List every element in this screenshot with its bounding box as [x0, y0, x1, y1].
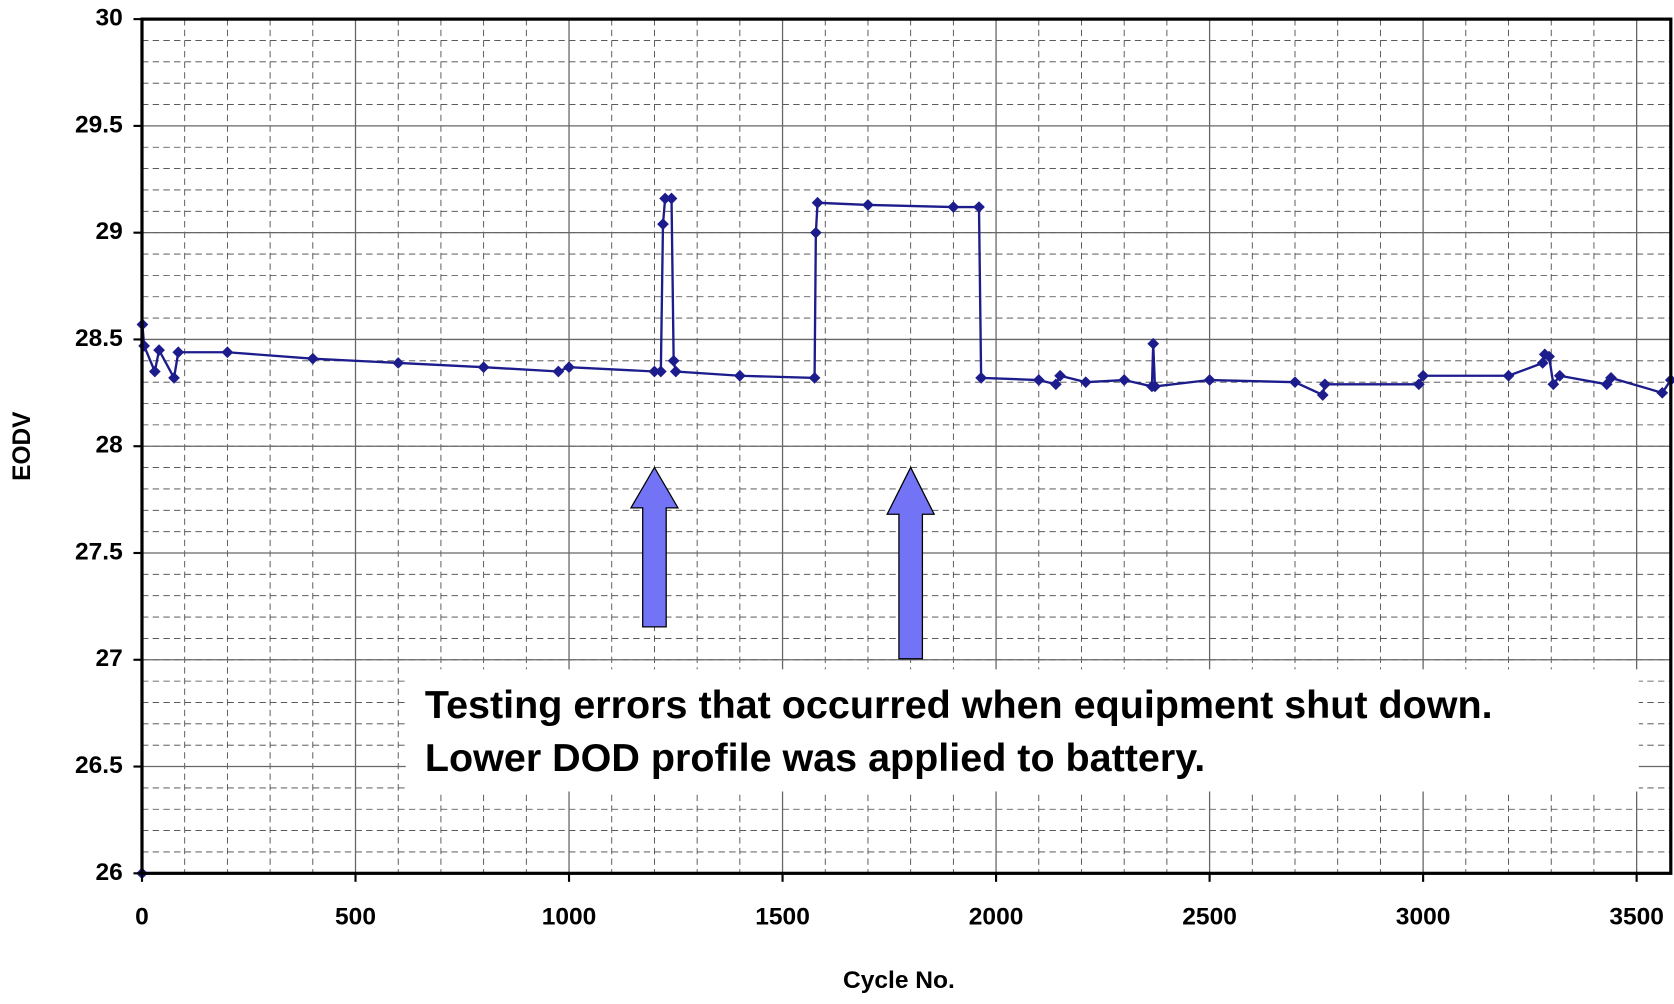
marker — [148, 365, 161, 378]
marker — [665, 192, 678, 205]
marker — [809, 226, 822, 239]
marker — [1118, 374, 1131, 386]
y-tick-label: 26.5 — [75, 752, 123, 779]
x-tick-label: 3000 — [1396, 903, 1451, 930]
marker — [153, 344, 165, 356]
marker — [138, 340, 150, 352]
x-tick-label: 2500 — [1182, 903, 1237, 930]
marker — [657, 218, 669, 230]
y-axis-label: EODV — [9, 411, 36, 481]
marker — [1543, 350, 1555, 363]
annotation: Testing errors that occurred when equipm… — [425, 683, 1493, 727]
x-tick-label: 3500 — [1609, 903, 1664, 930]
marker — [1032, 374, 1045, 386]
annotation: Lower DOD profile was applied to battery… — [425, 736, 1205, 780]
marker — [862, 199, 874, 211]
marker — [477, 361, 490, 374]
y-tick-label: 26 — [95, 859, 122, 886]
marker — [975, 372, 987, 384]
x-tick-label: 0 — [135, 903, 149, 930]
marker — [667, 354, 680, 367]
y-tick-label: 30 — [95, 5, 122, 32]
marker — [392, 357, 405, 369]
y-tick-label: 28 — [95, 432, 122, 459]
marker — [654, 365, 667, 378]
marker — [1054, 369, 1067, 382]
marker — [1502, 369, 1515, 382]
annotation-box — [405, 669, 1639, 792]
series-line — [140, 197, 1672, 874]
y-tick-label: 28.5 — [75, 325, 123, 352]
marker — [808, 372, 821, 384]
y-tick-label: 27 — [95, 645, 122, 672]
arrow — [629, 466, 680, 628]
marker — [1547, 378, 1560, 391]
marker — [172, 346, 185, 359]
marker — [1149, 380, 1161, 393]
x-tick-label: 2000 — [969, 903, 1024, 930]
marker — [669, 365, 682, 378]
marker — [1412, 378, 1425, 391]
marker — [221, 346, 234, 359]
marker — [1319, 378, 1331, 391]
marker — [1203, 374, 1216, 386]
y-tick-label: 29 — [95, 218, 122, 245]
arrow — [886, 466, 936, 660]
marker — [659, 192, 671, 205]
marker — [973, 201, 985, 213]
marker — [1079, 376, 1092, 389]
marker — [1656, 386, 1669, 399]
x-tick-label: 1000 — [542, 903, 597, 930]
x-tick-label: 1500 — [755, 903, 810, 930]
marker — [733, 369, 746, 382]
marker — [306, 352, 319, 365]
marker — [552, 365, 565, 378]
x-axis-label: Cycle No. — [843, 967, 955, 994]
marker — [1553, 369, 1566, 382]
marker — [1417, 369, 1429, 382]
marker — [1316, 389, 1329, 401]
marker — [1049, 378, 1062, 391]
marker — [563, 361, 575, 374]
marker — [811, 196, 824, 209]
y-tick-label: 27.5 — [75, 539, 123, 566]
marker — [1289, 376, 1301, 389]
y-tick-label: 29.5 — [75, 111, 123, 138]
marker — [1605, 372, 1617, 384]
marker — [1147, 337, 1160, 350]
x-tick-label: 500 — [335, 903, 376, 930]
marker — [1536, 357, 1549, 369]
marker — [947, 201, 960, 213]
